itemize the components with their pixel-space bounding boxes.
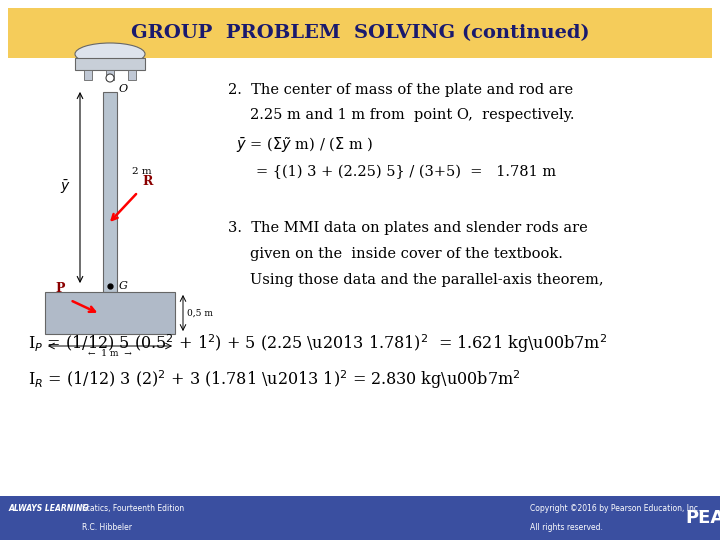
- Text: Copyright ©2016 by Pearson Education, Inc.: Copyright ©2016 by Pearson Education, In…: [530, 504, 701, 513]
- Text: All rights reserved.: All rights reserved.: [530, 523, 603, 532]
- Text: O: O: [119, 84, 128, 94]
- Bar: [84, 70, 92, 80]
- Text: $\bar{y}$ = ($\Sigma\tilde{y}$ m) / ($\Sigma$ m ): $\bar{y}$ = ($\Sigma\tilde{y}$ m) / ($\S…: [236, 135, 374, 155]
- Text: GROUP  PROBLEM  SOLVING (continued): GROUP PROBLEM SOLVING (continued): [131, 24, 589, 42]
- Text: 2.25 m and 1 m from  point O,  respectively.: 2.25 m and 1 m from point O, respectivel…: [250, 108, 575, 122]
- Text: 2 m: 2 m: [132, 167, 152, 177]
- Bar: [45, 292, 175, 334]
- Text: 0,5 m: 0,5 m: [187, 308, 213, 318]
- Text: $\bar{y}$: $\bar{y}$: [60, 179, 71, 197]
- Text: PEARSON: PEARSON: [685, 509, 720, 527]
- Bar: [0, 496, 720, 540]
- Text: = {(1) 3 + (2.25) 5} / (3+5)  =   1.781 m: = {(1) 3 + (2.25) 5} / (3+5) = 1.781 m: [256, 165, 556, 179]
- Bar: [106, 70, 114, 80]
- Text: I$_R$ = (1/12) 3 (2)$^2$ + 3 (1.781 \u2013 1)$^2$ = 2.830 kg\u00b7m$^2$: I$_R$ = (1/12) 3 (2)$^2$ + 3 (1.781 \u20…: [28, 369, 521, 392]
- Bar: [8, 8, 712, 58]
- Text: ALWAYS LEARNING: ALWAYS LEARNING: [8, 504, 89, 513]
- Text: ←  1 m  →: ← 1 m →: [88, 349, 132, 359]
- Bar: [103, 92, 117, 292]
- Text: I$_P$ = (1/12) 5 (0.5$^2$ + 1$^2$) + 5 (2.25 \u2013 1.781)$^2$  = 1.621 kg\u00b7: I$_P$ = (1/12) 5 (0.5$^2$ + 1$^2$) + 5 (…: [28, 333, 607, 355]
- Text: R: R: [142, 175, 153, 188]
- Text: Statics, Fourteenth Edition: Statics, Fourteenth Edition: [82, 504, 184, 513]
- Ellipse shape: [75, 43, 145, 65]
- Text: 3.  The MMI data on plates and slender rods are: 3. The MMI data on plates and slender ro…: [228, 221, 588, 235]
- Text: G: G: [119, 281, 128, 291]
- Text: 2.  The center of mass of the plate and rod are: 2. The center of mass of the plate and r…: [228, 83, 573, 97]
- Bar: [128, 70, 136, 80]
- Bar: [75, 58, 145, 70]
- Text: given on the  inside cover of the textbook.: given on the inside cover of the textboo…: [250, 247, 563, 261]
- Text: Using those data and the parallel-axis theorem,: Using those data and the parallel-axis t…: [250, 273, 603, 287]
- Text: R.C. Hibbeler: R.C. Hibbeler: [82, 523, 132, 532]
- Text: P: P: [55, 282, 65, 295]
- Ellipse shape: [106, 74, 114, 82]
